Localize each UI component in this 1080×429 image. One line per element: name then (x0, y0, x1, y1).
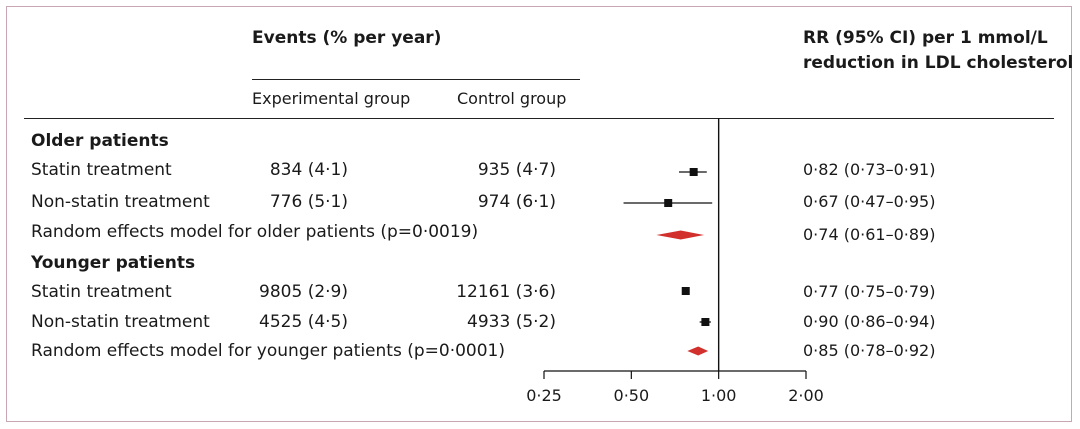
row-label: Random effects model for younger patient… (31, 341, 505, 361)
point-estimate-marker (689, 168, 698, 176)
pooled-estimate-diamond (656, 230, 704, 240)
x-axis-tick-label: 0·25 (526, 386, 562, 405)
experimental-value: 4525 (4·5) (259, 312, 348, 332)
experimental-value: 834 (4·1) (269, 160, 348, 180)
rr-value: 0·74 (0·61–0·89) (803, 225, 936, 244)
row-label: Random effects model for older patients … (31, 222, 479, 242)
events-header: Events (% per year) (252, 28, 442, 48)
x-axis-tick-label: 0·50 (614, 386, 650, 405)
control-value: 974 (6·1) (477, 192, 556, 212)
control-value: 935 (4·7) (477, 160, 556, 180)
rr-header-line2: reduction in LDL cholesterol (803, 53, 1074, 73)
experimental-group-header: Experimental group (252, 89, 411, 108)
control-value: 12161 (3·6) (456, 282, 556, 302)
experimental-value: 9805 (2·9) (259, 282, 348, 302)
row-label: Non-statin treatment (31, 312, 210, 332)
events-header-rule (252, 79, 580, 80)
point-estimate-marker (664, 199, 673, 207)
table-header-rule (24, 118, 1054, 119)
rr-value: 0·67 (0·47–0·95) (803, 192, 936, 211)
rr-value: 0·85 (0·78–0·92) (803, 341, 936, 360)
row-label: Non-statin treatment (31, 192, 210, 212)
section-older-patients: Older patients (31, 131, 169, 151)
rr-value: 0·90 (0·86–0·94) (803, 312, 936, 331)
experimental-value: 776 (5·1) (269, 192, 348, 212)
control-value: 4933 (5·2) (467, 312, 556, 332)
rr-value: 0·82 (0·73–0·91) (803, 160, 936, 179)
point-estimate-marker (701, 318, 710, 326)
point-estimate-marker (681, 287, 690, 295)
rr-value: 0·77 (0·75–0·79) (803, 282, 936, 301)
x-axis-tick-label: 1·00 (701, 386, 737, 405)
x-axis-tick-label: 2·00 (788, 386, 824, 405)
pooled-estimate-diamond (687, 346, 709, 356)
row-label: Statin treatment (31, 282, 172, 302)
figure-frame (6, 6, 1072, 422)
rr-header-line1: RR (95% CI) per 1 mmol/L (803, 28, 1048, 48)
row-label: Statin treatment (31, 160, 172, 180)
control-group-header: Control group (457, 89, 567, 108)
section-younger-patients: Younger patients (31, 253, 196, 273)
